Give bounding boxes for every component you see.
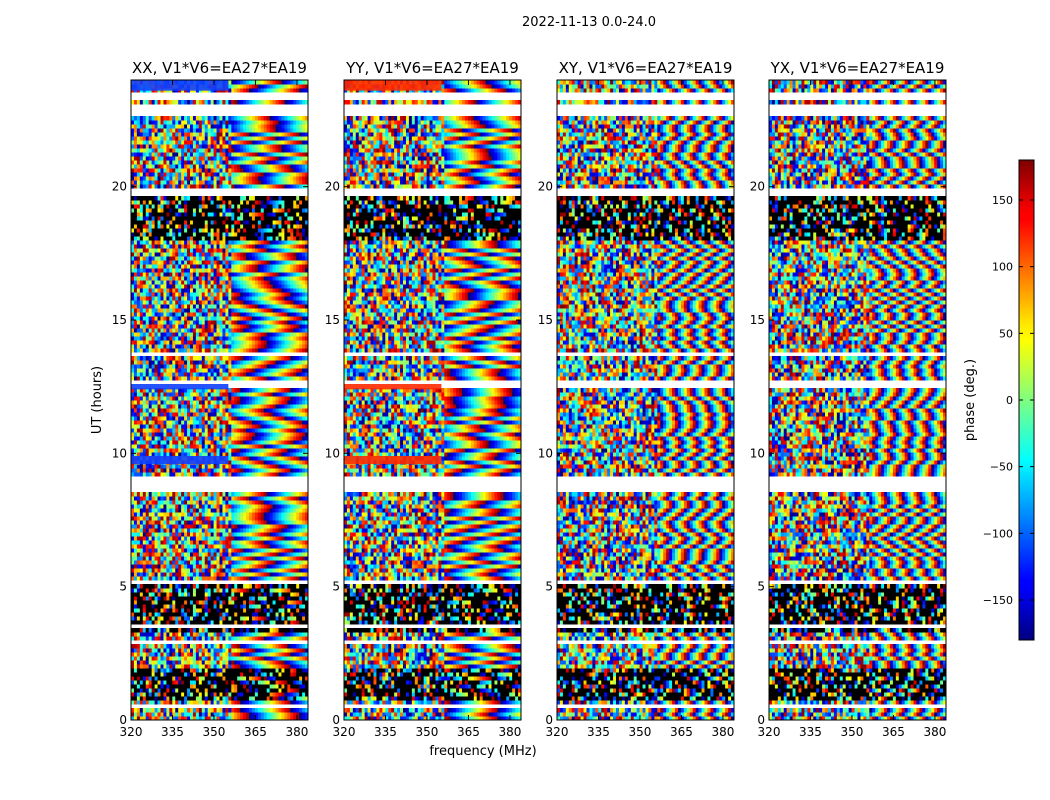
y-tick-label: 10 (750, 446, 765, 460)
panel-title: YY, V1*V6=EA27*EA19 (345, 59, 519, 77)
panel-xy: XY, V1*V6=EA27*EA19 320 335 350 365 380 0 5 10 15… (538, 59, 735, 739)
x-tick-label: 350 (203, 725, 226, 739)
phase-band (131, 456, 229, 464)
x-tick-label: 365 (882, 725, 905, 739)
x-tick-label: 380 (923, 725, 946, 739)
panel-frame (130, 79, 309, 721)
panel-frame (768, 79, 947, 721)
y-tick-label: 10 (538, 446, 553, 460)
phase-waterfall (131, 80, 308, 720)
y-tick-label: 20 (325, 180, 340, 194)
y-tick-label: 15 (538, 313, 553, 327)
colorbar-tick-label: −100 (983, 527, 1013, 540)
phase-band (344, 384, 442, 390)
y-tick-label: 20 (750, 180, 765, 194)
panel-title: XX, V1*V6=EA27*EA19 (132, 59, 307, 77)
phase-waterfall (557, 80, 734, 720)
colorbar-tick-label: 100 (992, 261, 1013, 274)
phase-band (131, 80, 229, 91)
phase-band (344, 456, 442, 464)
x-tick-label: 320 (546, 725, 569, 739)
y-tick-label: 0 (545, 713, 553, 727)
x-tick-label: 335 (161, 725, 184, 739)
x-tick-label: 365 (670, 725, 693, 739)
y-tick-label: 5 (332, 580, 340, 594)
x-tick-label: 365 (244, 725, 267, 739)
panel-yx: YX, V1*V6=EA27*EA19 320 335 350 365 380 0 5 10 15… (750, 59, 947, 739)
panel-frame (556, 79, 735, 721)
panel-title: XY, V1*V6=EA27*EA19 (559, 59, 733, 77)
y-tick-label: 15 (325, 313, 340, 327)
y-tick-label: 10 (325, 446, 340, 460)
x-tick-label: 350 (841, 725, 864, 739)
colorbar-tick-label: 50 (999, 327, 1013, 340)
y-tick-label: 15 (750, 313, 765, 327)
panels: XX, V1*V6=EA27*EA19 320 335 350 365 380 0 5 10 15… (112, 59, 947, 739)
phase-band (344, 80, 442, 91)
panel-title: YX, V1*V6=EA27*EA19 (770, 59, 945, 77)
panel-xx: XX, V1*V6=EA27*EA19 320 335 350 365 380 0 5 10 15… (112, 59, 309, 739)
x-tick-label: 335 (587, 725, 610, 739)
x-tick-label: 335 (374, 725, 397, 739)
phase-waterfall (769, 80, 946, 720)
y-tick-label: 20 (112, 180, 127, 194)
x-tick-label: 380 (285, 725, 308, 739)
x-tick-label: 320 (758, 725, 781, 739)
colorbar-tick-label: −50 (990, 461, 1013, 474)
y-tick-label: 5 (119, 580, 127, 594)
x-tick-label: 350 (629, 725, 652, 739)
y-tick-label: 10 (112, 446, 127, 460)
phase-waterfall (344, 80, 521, 720)
x-tick-label: 380 (711, 725, 734, 739)
panel-yy: YY, V1*V6=EA27*EA19 320 335 350 365 380 0 5 10 15… (325, 59, 522, 739)
colorbar-tick-label: 150 (992, 194, 1013, 207)
x-tick-label: 335 (799, 725, 822, 739)
colorbar-tick-label: 0 (1006, 394, 1013, 407)
x-tick-label: 320 (120, 725, 143, 739)
y-tick-label: 5 (757, 580, 765, 594)
x-axis-label: frequency (MHz) (429, 744, 536, 759)
phase-band (131, 384, 229, 390)
x-tick-label: 380 (498, 725, 521, 739)
y-tick-label: 0 (332, 713, 340, 727)
colorbar-tick-label: −150 (983, 594, 1013, 607)
x-tick-label: 365 (457, 725, 480, 739)
y-axis-label: UT (hours) (90, 366, 105, 434)
figure-title: 2022-11-13 0.0-24.0 (522, 15, 656, 30)
y-tick-label: 5 (545, 580, 553, 594)
x-tick-label: 350 (416, 725, 439, 739)
y-tick-label: 0 (119, 713, 127, 727)
y-tick-label: 20 (538, 180, 553, 194)
y-tick-label: 0 (757, 713, 765, 727)
colorbar-label: phase (deg.) (963, 359, 978, 441)
colorbar-ticks: 150 100 50 0 −50 −100 −150 (983, 194, 1034, 607)
y-tick-label: 15 (112, 313, 127, 327)
x-tick-label: 320 (333, 725, 356, 739)
panel-frame (343, 79, 522, 721)
colorbar: 150 100 50 0 −50 −100 −150 phase (deg.) (963, 159, 1035, 641)
